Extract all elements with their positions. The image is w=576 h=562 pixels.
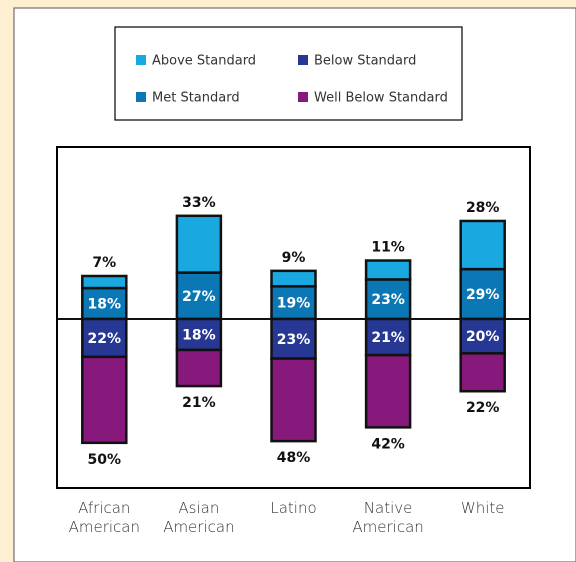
data-label: 19% [277,296,311,312]
bar-segment [81,355,128,445]
data-label: 28% [466,200,500,216]
data-label: 23% [371,292,405,308]
data-label: 50% [88,452,122,468]
data-label: 20% [466,329,500,345]
bar-segment [364,259,412,281]
legend-swatch [136,55,146,65]
bar-segment [175,348,223,388]
legend-swatch [298,92,308,102]
bar-segment [175,214,223,274]
legend-swatch [136,92,146,102]
bar-segment [270,357,317,443]
legend-label: Well Below Standard [314,91,448,106]
bar-segment [459,352,506,393]
data-label: 7% [92,255,116,271]
data-label: 18% [88,297,122,313]
data-label: 22% [466,400,500,416]
bar-segment [81,286,128,321]
x-tick-label: Latino [270,499,317,517]
legend-label: Below Standard [314,54,416,69]
x-tick-label: White [460,499,505,517]
bar-segment [270,269,317,288]
data-label: 33% [182,195,216,211]
data-label: 18% [182,327,216,343]
legend-label: Above Standard [152,54,256,69]
data-label: 22% [88,331,122,347]
data-label: 21% [371,330,405,346]
data-label: 9% [282,250,306,266]
x-tick-label: Asian American [163,499,235,536]
bar-segment [364,353,412,429]
data-label: 29% [466,287,500,303]
data-label: 42% [371,436,405,452]
x-tick-label: Native American [352,499,424,536]
data-label: 11% [371,240,405,256]
bar-segment [81,274,128,290]
bar-segment [459,317,506,355]
x-tick-label: African American [68,499,140,536]
legend-swatch [298,55,308,65]
legend-box [114,26,463,121]
legend-label: Met Standard [152,91,240,106]
data-label: 48% [277,450,311,466]
bar-segment [459,219,506,271]
data-label: 23% [277,332,311,348]
data-label: 21% [182,395,216,411]
data-label: 27% [182,289,216,305]
